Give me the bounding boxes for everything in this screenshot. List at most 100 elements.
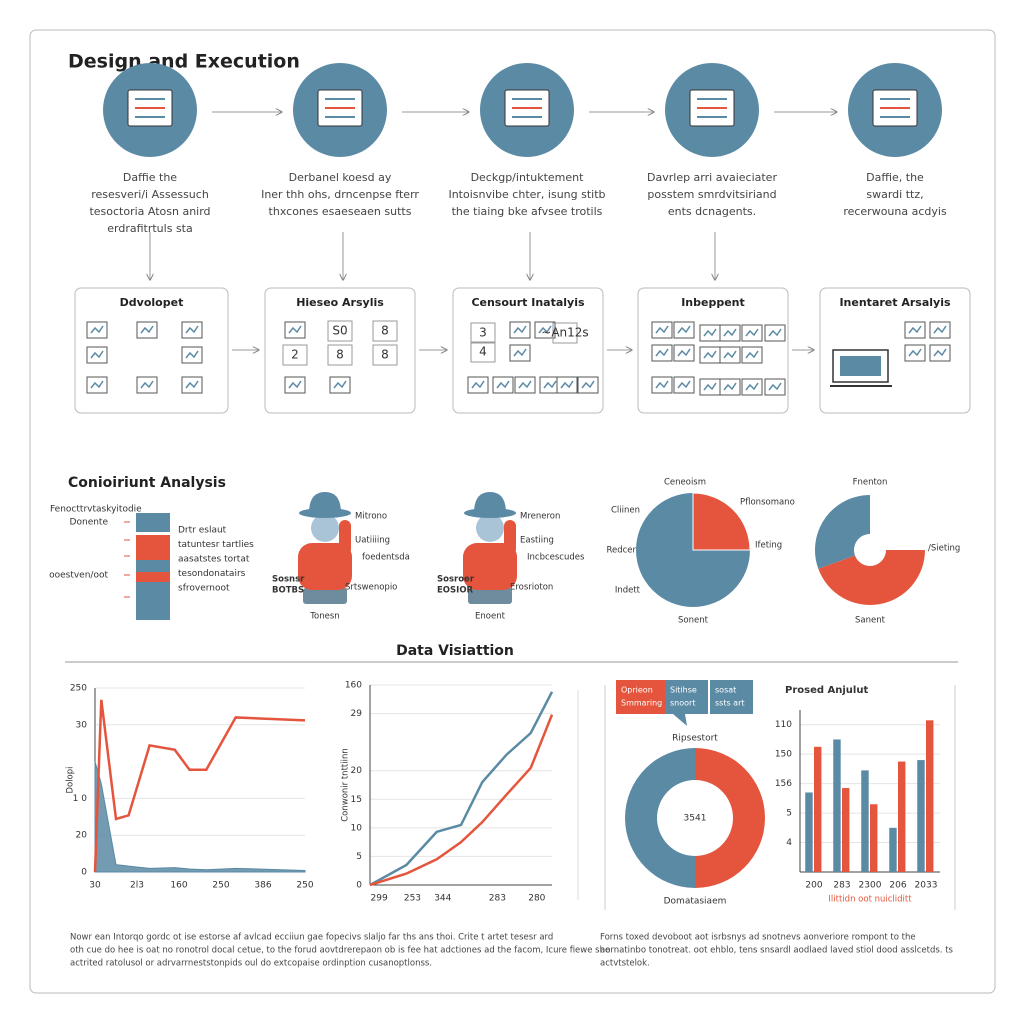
- bar: [917, 760, 925, 872]
- step-caption: thxcones esaeseaen sutts: [269, 205, 412, 218]
- icon: [513, 348, 527, 357]
- bar-label: tatuntesr tartlies: [178, 540, 254, 550]
- icon: [723, 382, 737, 391]
- x-tick-label: 200: [805, 881, 822, 891]
- y-axis-label: Conwonir tnttiinn: [341, 748, 351, 822]
- pie-label: Sonent: [678, 616, 709, 626]
- donut-slice: [695, 748, 765, 888]
- figure-label: Erosrioton: [510, 583, 553, 593]
- step-caption: Daffie, the: [866, 171, 924, 184]
- figure-base: [468, 588, 512, 604]
- icon: [933, 325, 947, 334]
- y-tick-label: 1 0: [73, 794, 88, 804]
- pie-label: /Sieting: [928, 544, 960, 554]
- item-frame: [327, 320, 353, 342]
- figure-label: Incbcescudes: [527, 553, 585, 563]
- figure-label: BOTBS: [272, 586, 304, 596]
- x-tick-label: 299: [371, 894, 388, 904]
- figure-head: [311, 514, 339, 542]
- item-frame: [552, 322, 578, 344]
- callout-text: Sitihse: [670, 686, 697, 695]
- step-caption: recerwouna acdyis: [843, 205, 947, 218]
- item-frame: [470, 341, 496, 363]
- y-axis-label: Dolopi: [66, 766, 76, 793]
- icon: [723, 328, 737, 337]
- figure-hat: [474, 492, 506, 513]
- step-caption: tesoctoria Atosn anird: [89, 205, 210, 218]
- bar: [889, 827, 897, 872]
- item-frame: [372, 344, 398, 366]
- page-title: Design and Execution: [68, 51, 300, 73]
- bar-label: sfrovernoot: [178, 584, 230, 594]
- y-tick-label: 10: [351, 823, 363, 833]
- icon: [933, 348, 947, 357]
- box-title: Ddvolopet: [120, 296, 184, 309]
- box-item: 8: [381, 324, 389, 338]
- step-caption: swardi ttz,: [866, 188, 923, 201]
- x-tick-label: 283: [489, 894, 506, 904]
- icon: [90, 350, 104, 359]
- icon: [655, 380, 669, 389]
- box-title: Censourt Inatalyis: [471, 296, 585, 309]
- figure-label: Enoent: [475, 612, 506, 622]
- y-tick-label: 15: [351, 795, 362, 805]
- note-text: Forns toxed devoboot aot isrbsnys ad sno…: [600, 933, 916, 943]
- icon: [185, 380, 199, 389]
- figure-label: Uatiiiing: [355, 536, 390, 546]
- bar-label: tesondonatairs: [178, 569, 246, 579]
- box-title: Hieseo Arsylis: [296, 296, 384, 309]
- note-text: aornatinbo tonotreat. oot ehblo, tens sn…: [600, 946, 954, 956]
- icon: [655, 325, 669, 334]
- icon: [140, 325, 154, 334]
- icon: [655, 348, 669, 357]
- bar-label: aasatstes tortat: [178, 555, 250, 565]
- note-text: actvtstelok.: [600, 959, 650, 969]
- figure-label: foedentsda: [362, 553, 410, 563]
- x-tick-label: 2033: [915, 881, 938, 891]
- figure-body: [298, 543, 352, 590]
- bar-segment: [136, 535, 170, 560]
- x-tick-label: 386: [254, 881, 271, 891]
- icon: [768, 328, 782, 337]
- x-tick-label: 344: [434, 894, 451, 904]
- icon: [677, 380, 691, 389]
- icon: [745, 382, 759, 391]
- bar-label: Drtr eslaut: [178, 526, 227, 536]
- pie-slice: [814, 495, 870, 569]
- x-tick-label: 160: [170, 881, 187, 891]
- callout-text: Smmaring: [621, 699, 662, 708]
- item-frame: [327, 344, 353, 366]
- box-item: ~An12s: [541, 326, 588, 340]
- x-tick-label: 2l3: [130, 881, 144, 891]
- x-tick-label: 2300: [859, 881, 882, 891]
- chart-title: Ripsestort: [672, 734, 718, 744]
- figure-arm: [339, 520, 351, 555]
- icon: [703, 382, 717, 391]
- step-caption: Deckgp/intuktement: [471, 171, 585, 184]
- pie-label: Redcer: [606, 546, 636, 556]
- x-tick-label: 253: [404, 894, 421, 904]
- bar: [898, 761, 906, 872]
- pie-slice: [818, 550, 925, 606]
- area: [94, 761, 306, 873]
- step-caption: the tiaing bke afvsee trotils: [452, 205, 603, 218]
- step-caption: Davrlep arri avaieciater: [647, 171, 777, 184]
- chart-title: Prosed Anjulut: [785, 685, 868, 696]
- icon: [90, 325, 104, 334]
- figure-label: Mreneron: [520, 512, 560, 522]
- bar-segment: [136, 513, 170, 532]
- icon: [543, 380, 557, 389]
- bar: [814, 746, 822, 872]
- bar-segment: [136, 582, 170, 620]
- icon: [471, 380, 485, 389]
- icon: [745, 328, 759, 337]
- icon: [560, 380, 574, 389]
- box-item: 4: [479, 345, 487, 359]
- step-caption: Daffie the: [123, 171, 177, 184]
- icon: [288, 325, 302, 334]
- y-tick-label: 160: [345, 681, 362, 691]
- monitor: [840, 356, 881, 376]
- line: [369, 691, 554, 887]
- y-tick-label: 156: [775, 779, 792, 789]
